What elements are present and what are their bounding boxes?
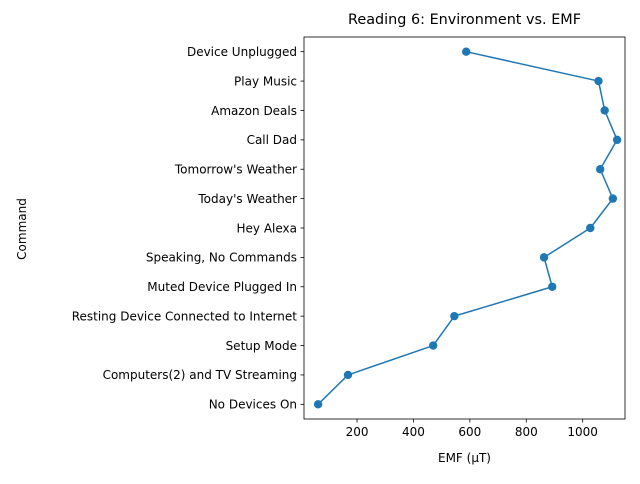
- y-tick-label: Speaking, No Commands: [146, 251, 297, 265]
- y-tick-label: Call Dad: [247, 133, 297, 147]
- y-tick-label: Tomorrow's Weather: [174, 163, 297, 177]
- data-point: [586, 223, 595, 233]
- y-tick-label: Device Unplugged: [187, 45, 297, 59]
- data-point: [313, 400, 323, 409]
- y-tick-label: Setup Mode: [226, 339, 297, 353]
- data-point: [539, 253, 549, 262]
- y-tick-label: Resting Device Connected to Internet: [72, 309, 298, 323]
- data-point: [612, 135, 622, 145]
- data-point: [600, 106, 609, 115]
- axes: 200 400 600 800 1000 No Devices On Computers(2…: [72, 36, 626, 439]
- y-tick-label: Hey Alexa: [237, 221, 298, 235]
- data-point: [343, 370, 353, 380]
- data-point: [594, 76, 603, 86]
- data-point: [548, 282, 557, 291]
- y-tick-label: Amazon Deals: [211, 104, 297, 118]
- data-point: [428, 341, 438, 350]
- plot-area: [313, 47, 622, 409]
- y-tick-label: Muted Device Plugged In: [147, 280, 297, 294]
- y-tick-label: No Devices On: [209, 398, 297, 412]
- y-tick-label: Computers(2) and TV Streaming: [103, 368, 297, 382]
- y-axis-label: Command: [15, 198, 29, 260]
- x-tick-label: 1000: [567, 425, 598, 439]
- x-tick-label: 800: [515, 425, 538, 439]
- data-point: [450, 311, 459, 321]
- y-tick-label: Today's Weather: [197, 192, 297, 206]
- x-axis-label: EMF (µT): [438, 451, 491, 465]
- series-line: [317, 50, 618, 405]
- data-point: [461, 47, 471, 56]
- y-tick-label: Play Music: [234, 74, 297, 88]
- chart-title: Reading 6: Environment vs. EMF: [348, 12, 581, 28]
- axes-frame: [303, 36, 626, 420]
- data-point: [595, 165, 605, 174]
- data-point: [608, 194, 618, 203]
- x-tick-label: 200: [346, 425, 369, 439]
- x-tick-label: 600: [458, 425, 481, 439]
- x-tick-label: 400: [402, 425, 425, 439]
